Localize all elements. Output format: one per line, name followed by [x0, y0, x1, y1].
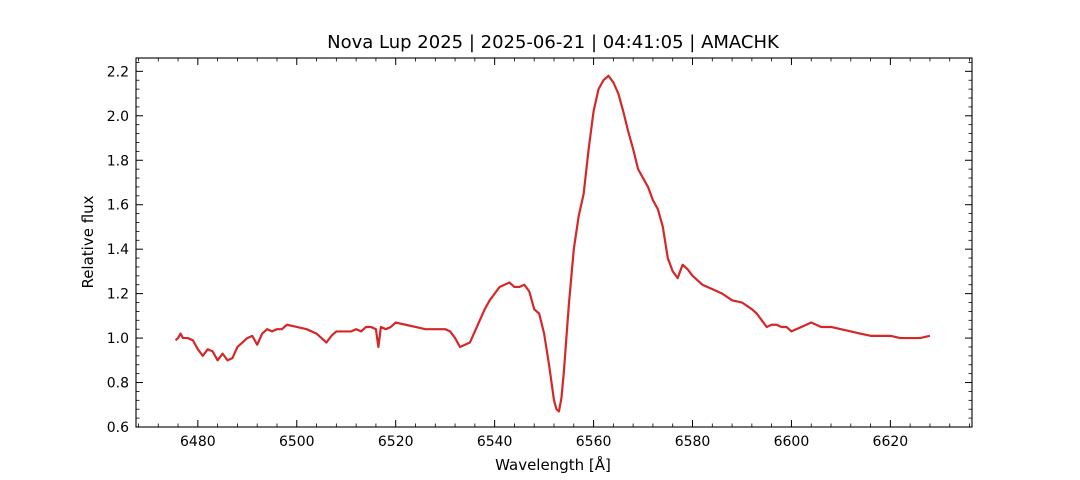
x-tick-label: 6620: [873, 434, 909, 450]
chart-title: Nova Lup 2025 | 2025-06-21 | 04:41:05 | …: [327, 32, 780, 53]
y-tick-label: 1.4: [107, 242, 129, 258]
series-line-0: [174, 74, 931, 413]
y-tick-label: 2.2: [107, 64, 129, 80]
y-tick-label: 1.6: [107, 198, 129, 214]
x-tick-label: 6520: [378, 434, 414, 450]
y-tick-label: 2.0: [107, 109, 129, 125]
y-tick-label: 1.8: [107, 153, 129, 169]
plot-area: 6480 6500 6520 6540 6560 6580 6600 6620 0.6 0.8 1.…: [107, 57, 973, 450]
y-tick-label: 0.6: [107, 420, 129, 436]
x-axis-label: Wavelength [Å]: [495, 455, 611, 474]
y-axis-label: Relative flux: [79, 195, 97, 288]
x-tick-label: 6560: [576, 434, 612, 450]
y-tick-label: 0.8: [107, 376, 129, 392]
x-tick-label: 6500: [279, 434, 315, 450]
y-tick-label: 1.2: [107, 287, 129, 303]
x-tick-label: 6580: [675, 434, 711, 450]
x-tick-label: 6480: [180, 434, 216, 450]
x-tick-label: 6540: [477, 434, 513, 450]
x-tick-label: 6600: [774, 434, 810, 450]
y-tick-label: 1.0: [107, 331, 129, 347]
